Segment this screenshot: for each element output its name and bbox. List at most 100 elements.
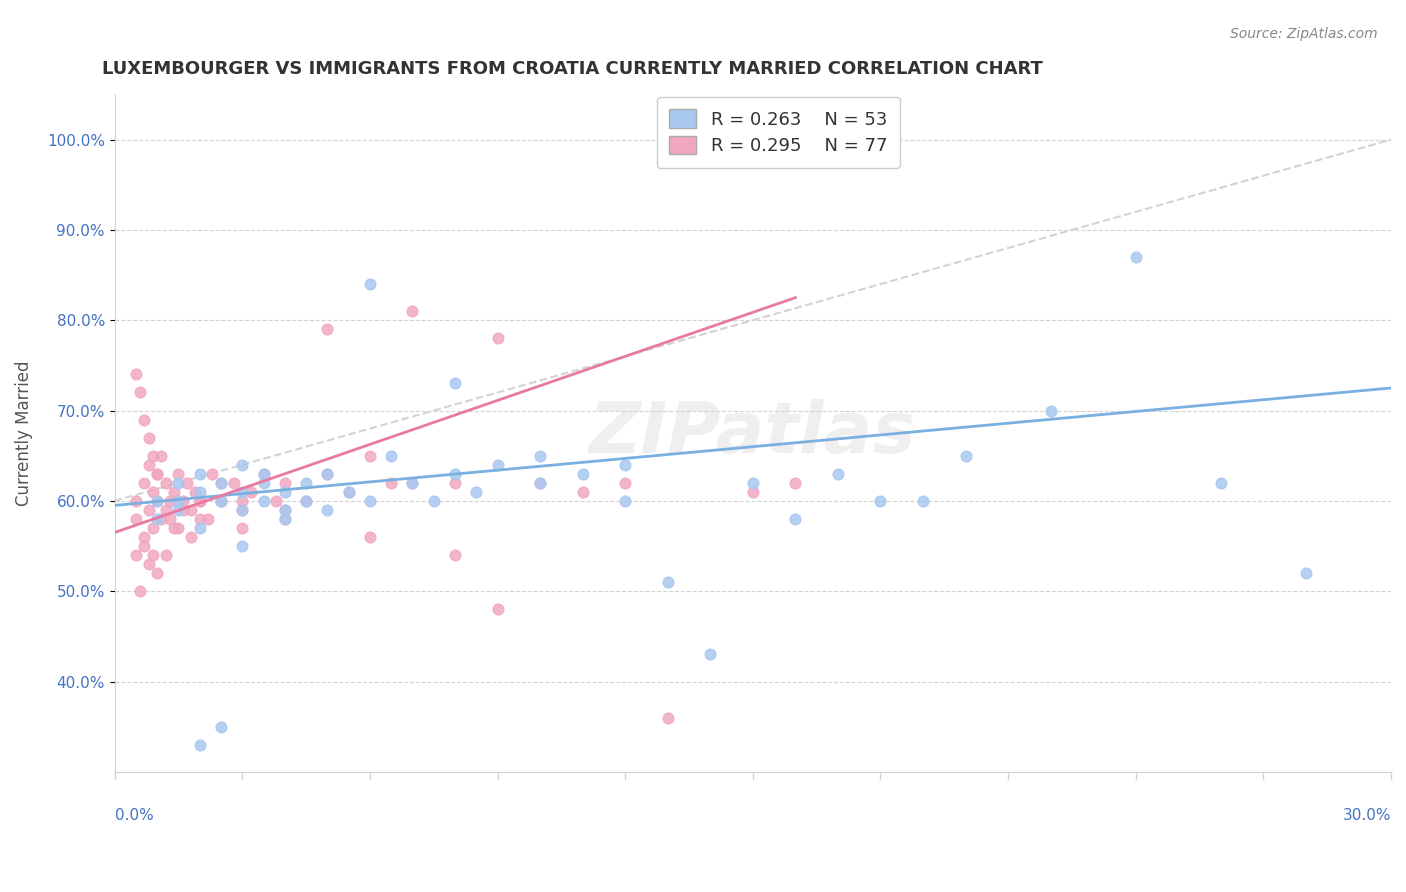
Point bbox=[614, 458, 637, 472]
Text: 0.0%: 0.0% bbox=[115, 808, 153, 823]
Point bbox=[129, 584, 152, 599]
Point bbox=[159, 494, 181, 508]
Point bbox=[146, 512, 169, 526]
Point bbox=[274, 512, 297, 526]
Point bbox=[146, 467, 169, 481]
Point bbox=[209, 475, 232, 490]
Point bbox=[614, 494, 637, 508]
Point bbox=[163, 521, 186, 535]
Point bbox=[955, 449, 977, 463]
Point bbox=[184, 484, 207, 499]
Point bbox=[201, 467, 224, 481]
Point bbox=[163, 484, 186, 499]
Point bbox=[571, 484, 593, 499]
Point bbox=[1209, 475, 1232, 490]
Point bbox=[911, 494, 934, 508]
Point bbox=[142, 548, 165, 562]
Point bbox=[138, 503, 160, 517]
Point bbox=[571, 467, 593, 481]
Point bbox=[359, 494, 381, 508]
Point bbox=[444, 548, 467, 562]
Point bbox=[125, 512, 148, 526]
Point bbox=[380, 475, 402, 490]
Text: ZIPatlas: ZIPatlas bbox=[589, 399, 917, 467]
Point bbox=[138, 431, 160, 445]
Text: LUXEMBOURGER VS IMMIGRANTS FROM CROATIA CURRENTLY MARRIED CORRELATION CHART: LUXEMBOURGER VS IMMIGRANTS FROM CROATIA … bbox=[101, 60, 1043, 78]
Point bbox=[486, 602, 509, 616]
Point bbox=[1039, 403, 1062, 417]
Point bbox=[401, 475, 423, 490]
Point bbox=[150, 512, 173, 526]
Point bbox=[129, 385, 152, 400]
Point bbox=[252, 467, 274, 481]
Point bbox=[172, 494, 194, 508]
Point bbox=[172, 503, 194, 517]
Point bbox=[231, 539, 253, 553]
Point bbox=[529, 475, 551, 490]
Point bbox=[316, 503, 339, 517]
Point bbox=[741, 475, 763, 490]
Text: Source: ZipAtlas.com: Source: ZipAtlas.com bbox=[1230, 27, 1378, 41]
Point bbox=[827, 467, 849, 481]
Point bbox=[380, 449, 402, 463]
Point bbox=[359, 449, 381, 463]
Point bbox=[295, 475, 318, 490]
Point bbox=[209, 475, 232, 490]
Point bbox=[138, 458, 160, 472]
Point bbox=[146, 494, 169, 508]
Point bbox=[167, 494, 190, 508]
Point bbox=[785, 475, 807, 490]
Point bbox=[188, 484, 211, 499]
Point bbox=[1295, 566, 1317, 581]
Point bbox=[167, 494, 190, 508]
Point bbox=[252, 467, 274, 481]
Point bbox=[316, 467, 339, 481]
Point bbox=[614, 475, 637, 490]
Point bbox=[231, 503, 253, 517]
Point bbox=[657, 575, 679, 590]
Point bbox=[167, 503, 190, 517]
Point bbox=[231, 494, 253, 508]
Point bbox=[180, 503, 202, 517]
Point bbox=[134, 412, 156, 426]
Point bbox=[239, 484, 262, 499]
Point bbox=[150, 449, 173, 463]
Point bbox=[231, 458, 253, 472]
Point bbox=[401, 304, 423, 318]
Point bbox=[444, 475, 467, 490]
Point bbox=[529, 475, 551, 490]
Point bbox=[167, 475, 190, 490]
Point bbox=[231, 503, 253, 517]
Point bbox=[1125, 250, 1147, 264]
Point bbox=[316, 322, 339, 336]
Point bbox=[422, 494, 444, 508]
Point bbox=[188, 521, 211, 535]
Point bbox=[252, 475, 274, 490]
Point bbox=[657, 711, 679, 725]
Point bbox=[134, 539, 156, 553]
Point bbox=[155, 548, 177, 562]
Point bbox=[337, 484, 360, 499]
Point bbox=[142, 484, 165, 499]
Point bbox=[222, 475, 245, 490]
Point bbox=[125, 368, 148, 382]
Point bbox=[134, 475, 156, 490]
Point bbox=[155, 503, 177, 517]
Point bbox=[486, 331, 509, 345]
Point bbox=[146, 467, 169, 481]
Point bbox=[266, 494, 288, 508]
Point bbox=[188, 512, 211, 526]
Point bbox=[699, 648, 721, 662]
Point bbox=[741, 484, 763, 499]
Point bbox=[444, 376, 467, 391]
Point bbox=[401, 475, 423, 490]
Point bbox=[359, 530, 381, 544]
Point bbox=[134, 530, 156, 544]
Point bbox=[274, 484, 297, 499]
Point bbox=[188, 467, 211, 481]
Point bbox=[444, 467, 467, 481]
Point bbox=[197, 512, 219, 526]
Point bbox=[295, 494, 318, 508]
Point bbox=[167, 467, 190, 481]
Point bbox=[231, 521, 253, 535]
